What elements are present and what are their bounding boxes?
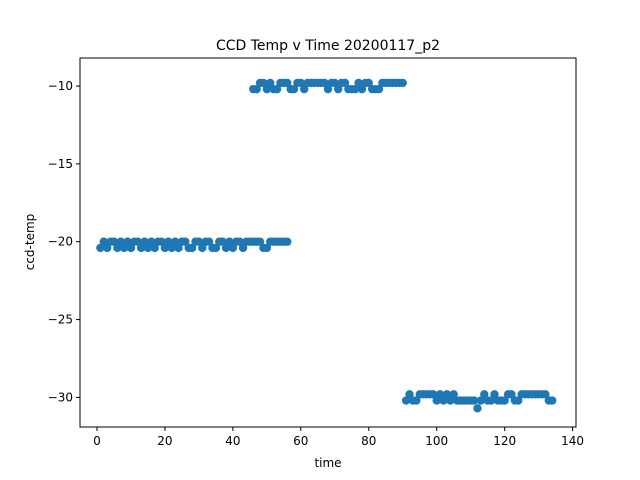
data-point bbox=[412, 396, 421, 405]
data-point bbox=[116, 237, 125, 246]
data-point bbox=[266, 78, 275, 88]
data-point bbox=[181, 237, 190, 246]
plot-frame bbox=[79, 57, 577, 428]
data-point bbox=[255, 237, 265, 246]
y-axis-ticks: −10 −15 −20 −25 −30 bbox=[48, 79, 80, 404]
data-point bbox=[507, 390, 516, 399]
data-point bbox=[221, 243, 231, 253]
data-point bbox=[211, 243, 221, 253]
x-axis-label: time bbox=[314, 456, 341, 470]
data-point bbox=[123, 237, 132, 246]
data-point bbox=[174, 243, 183, 253]
data-point bbox=[140, 237, 149, 246]
x-tick-label: 140 bbox=[561, 434, 584, 448]
data-point bbox=[340, 78, 350, 88]
data-point bbox=[272, 84, 282, 94]
x-tick-label: 20 bbox=[157, 434, 172, 448]
data-point bbox=[354, 78, 363, 88]
data-point bbox=[218, 237, 227, 246]
data-point bbox=[187, 243, 197, 253]
data-point bbox=[170, 237, 180, 246]
data-point bbox=[442, 390, 452, 399]
data-point bbox=[500, 396, 509, 405]
data-point bbox=[486, 396, 496, 405]
data-point bbox=[119, 243, 129, 253]
data-point bbox=[147, 237, 156, 246]
data-point bbox=[320, 78, 329, 88]
data-point bbox=[164, 237, 173, 246]
data-point bbox=[401, 396, 411, 405]
x-tick-label: 100 bbox=[425, 434, 448, 448]
data-point bbox=[160, 243, 170, 253]
data-point bbox=[449, 390, 458, 399]
x-tick-label: 40 bbox=[225, 434, 240, 448]
data-point bbox=[150, 243, 159, 253]
data-point bbox=[398, 78, 407, 88]
data-point bbox=[330, 78, 339, 88]
data-point bbox=[289, 84, 299, 94]
data-point bbox=[490, 390, 499, 399]
data-point bbox=[262, 243, 272, 253]
y-tick-label: −20 bbox=[48, 235, 73, 249]
data-point bbox=[133, 237, 142, 246]
data-point bbox=[167, 243, 176, 253]
data-point bbox=[198, 243, 207, 253]
data-point bbox=[333, 84, 343, 94]
data-point bbox=[323, 84, 333, 94]
x-tick-label: 60 bbox=[293, 434, 308, 448]
data-point bbox=[238, 243, 248, 253]
data-point bbox=[429, 390, 438, 399]
data-point bbox=[473, 404, 482, 413]
data-point bbox=[109, 237, 119, 246]
data-point bbox=[204, 237, 214, 246]
data-point bbox=[252, 84, 261, 94]
data-point bbox=[283, 78, 292, 88]
data-point bbox=[469, 396, 479, 405]
data-point bbox=[136, 243, 146, 253]
data-point bbox=[102, 243, 112, 253]
data-point bbox=[228, 243, 238, 253]
data-points bbox=[96, 78, 557, 413]
data-point bbox=[548, 396, 557, 405]
data-point bbox=[283, 237, 292, 246]
x-tick-label: 80 bbox=[361, 434, 376, 448]
x-tick-label: 0 bbox=[93, 434, 101, 448]
data-point bbox=[157, 237, 166, 246]
data-point bbox=[99, 237, 108, 246]
data-point bbox=[514, 396, 523, 405]
data-point bbox=[405, 390, 414, 399]
data-point bbox=[364, 78, 373, 88]
data-point bbox=[300, 84, 309, 94]
y-tick-label: −30 bbox=[48, 390, 73, 404]
data-point bbox=[259, 78, 268, 88]
data-point bbox=[439, 396, 448, 405]
data-point bbox=[194, 237, 204, 246]
data-point bbox=[476, 396, 486, 405]
data-point bbox=[446, 396, 455, 405]
data-point bbox=[96, 243, 105, 253]
data-point bbox=[296, 78, 306, 88]
data-point bbox=[541, 390, 550, 399]
data-point bbox=[374, 84, 384, 94]
x-tick-label: 120 bbox=[493, 434, 516, 448]
data-point bbox=[357, 84, 367, 94]
data-point bbox=[350, 84, 360, 94]
y-tick-label: −15 bbox=[48, 157, 73, 171]
data-point bbox=[262, 84, 272, 94]
data-point bbox=[143, 243, 153, 253]
y-tick-label: −25 bbox=[48, 313, 73, 327]
data-point bbox=[113, 243, 122, 253]
data-point bbox=[225, 237, 234, 246]
data-point bbox=[480, 390, 489, 399]
y-axis-label: ccd-temp bbox=[23, 214, 37, 271]
data-point bbox=[432, 396, 441, 405]
data-point bbox=[435, 390, 445, 399]
y-tick-label: −10 bbox=[48, 79, 73, 93]
x-axis-ticks: 0 20 40 60 80 100 120 140 bbox=[93, 427, 584, 448]
data-point bbox=[126, 243, 136, 253]
chart-title: CCD Temp v Time 20200117_p2 bbox=[216, 38, 440, 54]
data-point bbox=[235, 237, 244, 246]
